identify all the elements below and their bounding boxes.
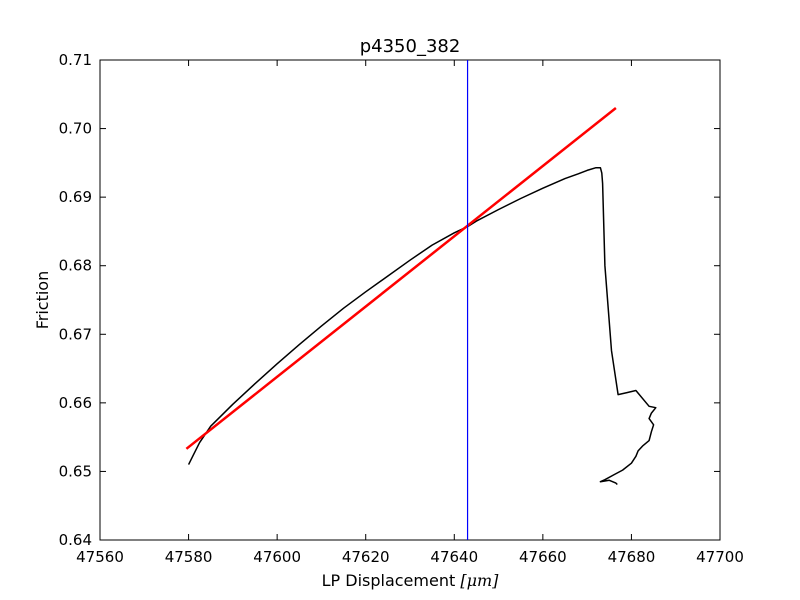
y-tick-label: 0.71 (59, 51, 92, 69)
y-axis-label: Friction (33, 271, 52, 330)
x-tick-label: 47620 (342, 548, 390, 566)
series-layer (185, 60, 657, 540)
y-tick-label: 0.65 (59, 462, 92, 480)
x-tick-label: 47560 (76, 548, 124, 566)
linear-fit-line (185, 107, 617, 450)
x-axis-label-text: LP Displacement (322, 571, 461, 590)
x-tick-label: 47600 (253, 548, 301, 566)
x-axis-label-unit: [μm] (460, 571, 499, 590)
x-tick-label: 47640 (430, 548, 478, 566)
x-tick-label: 47680 (608, 548, 656, 566)
y-axis-ticks: 0.64 0.65 0.66 0.67 0.68 0.69 0.70 0.71 (59, 51, 720, 549)
x-tick-label: 47700 (696, 548, 744, 566)
y-tick-label: 0.64 (59, 531, 92, 549)
chart-title: p4350_382 (360, 36, 461, 57)
y-tick-label: 0.68 (59, 257, 92, 275)
x-axis-ticks: 47560 47580 47600 47620 47640 47660 47680 47700 (76, 60, 744, 566)
plot-frame (99, 59, 721, 541)
y-tick-label: 0.66 (59, 394, 92, 412)
x-axis-label: LP Displacement [μm] (322, 571, 500, 590)
y-tick-label: 0.70 (59, 120, 92, 138)
friction-data-line (187, 166, 657, 486)
y-tick-label: 0.69 (59, 188, 92, 206)
x-tick-label: 47580 (165, 548, 213, 566)
y-tick-label: 0.67 (59, 325, 92, 343)
x-tick-label: 47660 (519, 548, 567, 566)
